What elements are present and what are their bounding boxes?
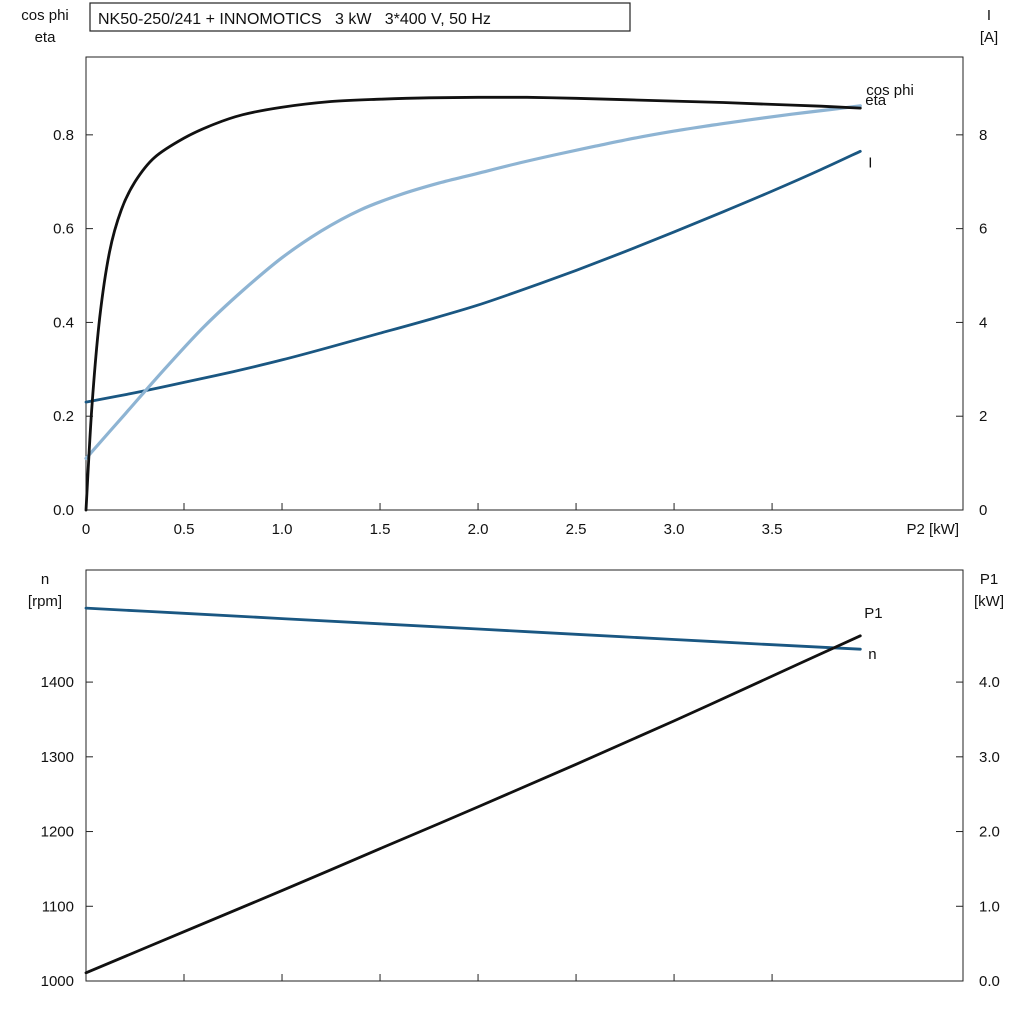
left-tick-label: 0.6 [53,221,74,238]
x-tick-label: 3.5 [762,521,783,538]
right-tick-label: 2 [979,408,987,425]
right-tick-label: 4 [979,314,987,331]
right-tick-label: 2.0 [979,824,1000,841]
chart-panel-2: 1000 1100 1200 1300 1400 0.0 1.0 2.0 3.0 4.0 n [rpm… [28,569,1004,990]
chart-title: NK50-250/241 + INNOMOTICS 3 kW 3*400 V, … [98,11,491,28]
right-axis-header: [kW] [974,593,1004,610]
x-tick-label: 2.0 [468,521,489,538]
curve-label-n: n [868,646,876,663]
left-tick-label: 1300 [41,749,74,766]
right-tick-label: 0.0 [979,973,1000,990]
left-tick-label: 0.2 [53,408,74,425]
left-tick-label: 0.4 [53,314,74,331]
curve-label-eta: eta [865,92,887,109]
curve-P1 [84,634,862,975]
curve-label-I: I [868,154,872,171]
right-tick-label: 1.0 [979,898,1000,915]
left-axis-header: eta [35,29,57,46]
left-axis-header: [rpm] [28,593,62,610]
right-tick-label: 4.0 [979,674,1000,691]
left-tick-label: 1000 [41,973,74,990]
right-tick-label: 0 [979,502,987,519]
left-axis-header: n [41,571,49,588]
chart-title-box [89,2,631,32]
left-tick-label: 1100 [42,898,74,915]
x-tick-label: 0.5 [174,521,195,538]
left-tick-label: 1200 [41,824,74,841]
x-tick-label: 1.5 [370,521,391,538]
left-tick-label: 0.0 [53,502,74,519]
x-tick-label: 1.0 [272,521,293,538]
curve-I [84,149,862,404]
right-tick-label: 3.0 [979,749,1000,766]
curve-n [84,606,862,651]
curve-label-P1: P1 [864,605,882,622]
right-axis-header: I [987,7,991,24]
right-axis-header: P1 [980,571,998,588]
plot-frame [85,56,964,511]
right-axis-header: [A] [980,29,998,46]
left-tick-label: 1400 [41,674,74,691]
curve-eta [84,95,862,512]
right-tick-label: 8 [979,127,987,144]
x-axis-label: P2 [kW] [906,521,959,538]
chart-panel-1: 0 0.5 1.0 1.5 2.0 2.5 3.0 3.5 P2 [kW] 0.0 0.2 0.4 0.… [21,2,998,538]
left-tick-label: 0.8 [53,127,74,144]
curve-label-cos-phi: cos phi [866,82,914,99]
left-axis-header: cos phi [21,7,69,24]
curve-cos-phi [84,104,862,460]
x-tick-label: 0 [82,521,90,538]
x-tick-label: 3.0 [664,521,685,538]
x-tick-label: 2.5 [566,521,587,538]
right-tick-label: 6 [979,221,987,238]
